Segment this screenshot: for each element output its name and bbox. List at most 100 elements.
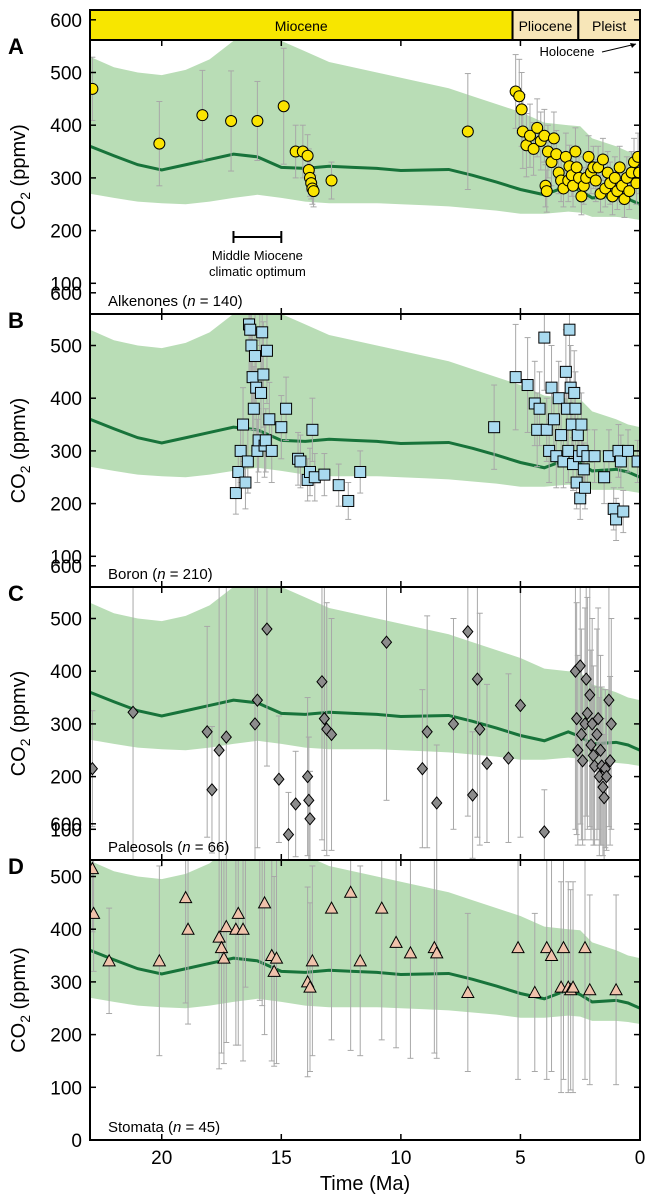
y-tick-label: 100 <box>50 820 82 841</box>
data-point <box>273 772 285 787</box>
panel-plot-area <box>90 314 640 541</box>
y-tick-label: 0 <box>71 1131 82 1152</box>
data-point <box>249 717 261 731</box>
data-point <box>584 688 596 702</box>
data-point <box>217 951 231 964</box>
x-tick-label: 20 <box>151 1148 172 1169</box>
panel-letter: A <box>8 34 24 59</box>
data-point <box>259 434 272 447</box>
y-tick-label: 500 <box>50 610 82 631</box>
data-point <box>538 331 551 344</box>
x-tick-label: 15 <box>271 1148 292 1169</box>
y-tick-label: 500 <box>50 64 82 85</box>
data-point <box>515 103 528 116</box>
data-point <box>201 725 213 739</box>
data-point <box>610 513 623 526</box>
holocene-pointer <box>601 43 637 53</box>
data-point <box>571 429 584 442</box>
data-point <box>316 674 328 689</box>
y-tick-label: 300 <box>50 973 82 994</box>
data-point <box>617 505 630 518</box>
proxy-label: Boron (n = 210) <box>108 566 213 583</box>
data-point <box>582 982 597 996</box>
data-point <box>555 429 568 442</box>
holocene-label: Holocene <box>540 44 595 59</box>
mmco-label-line2: climatic optimum <box>209 264 306 279</box>
data-point <box>256 842 268 853</box>
data-point <box>613 161 626 174</box>
data-point <box>579 481 591 494</box>
data-point <box>303 793 315 808</box>
data-point <box>231 906 246 919</box>
data-point <box>580 672 592 686</box>
y-tick-label: 300 <box>50 169 82 190</box>
y-axis-label: CO2 (ppmv) <box>8 398 33 504</box>
data-point <box>466 788 479 802</box>
data-point <box>605 717 617 731</box>
data-point <box>246 371 259 384</box>
data-point <box>306 423 319 436</box>
data-point <box>488 421 501 434</box>
data-point <box>577 463 590 476</box>
epoch-bar-miocene <box>89 9 514 41</box>
panel-letter: D <box>8 854 24 879</box>
y-axis-label: CO2 (ppmv) <box>8 124 33 230</box>
data-point <box>247 402 260 415</box>
data-point <box>225 114 238 127</box>
data-point <box>527 142 540 155</box>
data-point <box>254 386 267 399</box>
panel-d: 0 100 200 300 400 500 600 D CO2 (ppmv) Stomata (n… <box>8 815 641 1152</box>
x-tick-label: 10 <box>390 1148 411 1169</box>
panel-plot-area <box>90 842 640 1094</box>
data-point <box>596 153 609 166</box>
data-point <box>127 705 139 720</box>
y-axis-label: CO2 (ppmv) <box>8 947 33 1053</box>
data-point <box>513 90 526 103</box>
data-point <box>416 761 429 776</box>
data-point <box>527 985 542 998</box>
data-point <box>568 386 581 399</box>
data-point <box>594 743 607 758</box>
data-point <box>102 953 116 967</box>
data-point <box>206 782 218 797</box>
data-point <box>608 171 621 184</box>
data-point <box>212 930 226 943</box>
data-point <box>196 109 209 122</box>
data-point <box>324 901 339 914</box>
data-point <box>332 479 345 492</box>
data-point <box>241 455 254 468</box>
data-point <box>380 635 393 649</box>
data-point <box>214 940 229 954</box>
panel-plot-area <box>90 587 640 860</box>
data-point <box>251 693 264 707</box>
data-point <box>304 811 316 826</box>
data-point <box>562 444 575 457</box>
data-point <box>540 185 553 198</box>
y-tick-label: 200 <box>50 768 82 789</box>
data-point <box>569 402 582 415</box>
data-point <box>631 455 640 468</box>
data-point <box>342 494 355 507</box>
data-point <box>280 402 293 415</box>
data-point <box>566 980 580 993</box>
y-tick-label: 300 <box>50 442 82 463</box>
y-tick-label: 200 <box>50 1026 82 1047</box>
data-point <box>90 82 99 95</box>
panel-a: 100200300400500600700ACO2 (ppmv)Alkenone… <box>8 11 641 315</box>
model-uncertainty-band <box>90 40 640 221</box>
y-tick-label: 200 <box>50 495 82 516</box>
data-point <box>545 381 558 394</box>
y-tick-label: 100 <box>50 1078 82 1099</box>
data-point <box>325 174 338 187</box>
data-point <box>533 402 546 415</box>
data-point <box>471 672 484 686</box>
y-tick-label: 400 <box>50 116 82 137</box>
x-tick-label: 5 <box>515 1148 526 1169</box>
data-point <box>294 455 307 468</box>
data-point <box>282 827 295 842</box>
data-point <box>623 185 636 198</box>
data-point <box>389 935 403 948</box>
data-point <box>531 121 544 134</box>
data-point <box>303 980 317 993</box>
